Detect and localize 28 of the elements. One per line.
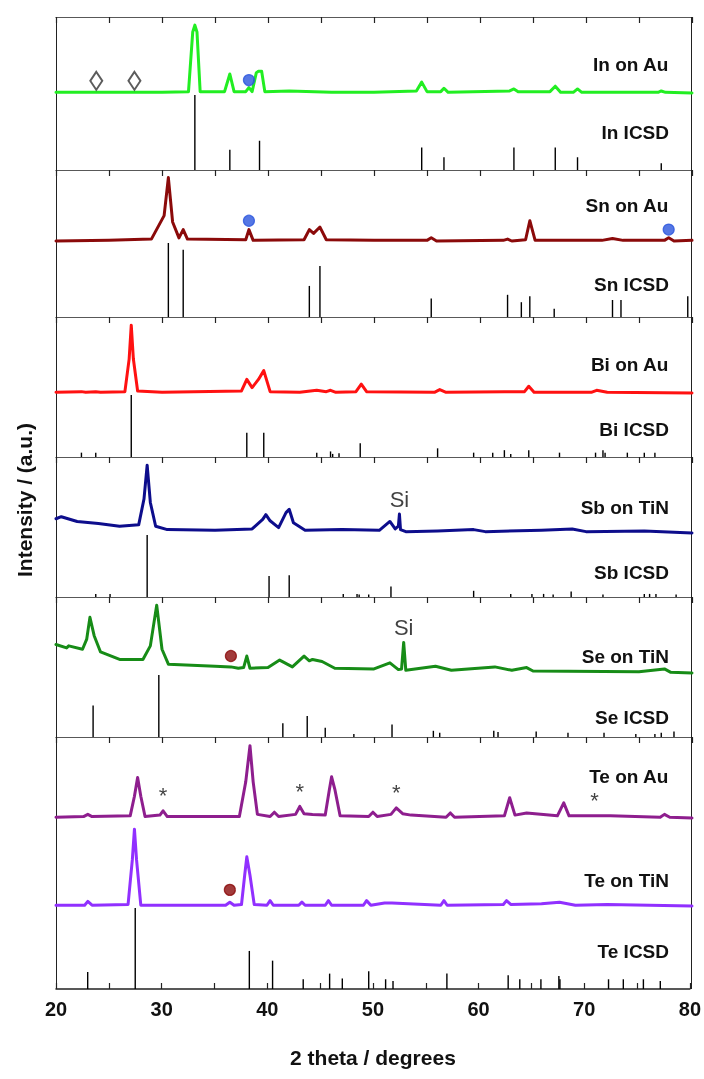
- annotation: *: [590, 788, 600, 814]
- x-tick-label: 20: [44, 998, 68, 1020]
- text: Sb ICSD: [594, 562, 669, 583]
- text: Bi ICSD: [599, 419, 670, 440]
- text: Se ICSD: [595, 707, 670, 728]
- text: Sn ICSD: [594, 274, 669, 295]
- annotation: Si: [393, 614, 414, 640]
- text: Te on Au: [589, 766, 669, 787]
- x-axis-title: 2 theta / degrees: [290, 1046, 456, 1069]
- text: Sn on Au: [585, 195, 669, 216]
- annotation: *: [158, 783, 168, 809]
- y-axis-title: Intensity / (a.u.): [12, 422, 37, 579]
- text: Se on TiN: [581, 646, 670, 667]
- annotation: *: [295, 778, 305, 804]
- x-tick-label: 80: [678, 998, 701, 1020]
- text: In on Au: [593, 54, 669, 75]
- text: Sb on TiN: [580, 497, 669, 518]
- annotation: Si: [389, 486, 410, 512]
- x-tick-label: 60: [467, 998, 490, 1020]
- x-tick-label: 40: [256, 998, 279, 1020]
- x-tick-label: 50: [361, 998, 385, 1020]
- annotation: *: [391, 780, 401, 806]
- x-tick-label: 70: [573, 998, 596, 1020]
- text: In ICSD: [601, 122, 669, 143]
- text: Bi on Au: [590, 354, 669, 375]
- x-tick-label: 30: [150, 998, 173, 1020]
- text: Te on TiN: [584, 870, 669, 891]
- text: Te ICSD: [597, 941, 669, 962]
